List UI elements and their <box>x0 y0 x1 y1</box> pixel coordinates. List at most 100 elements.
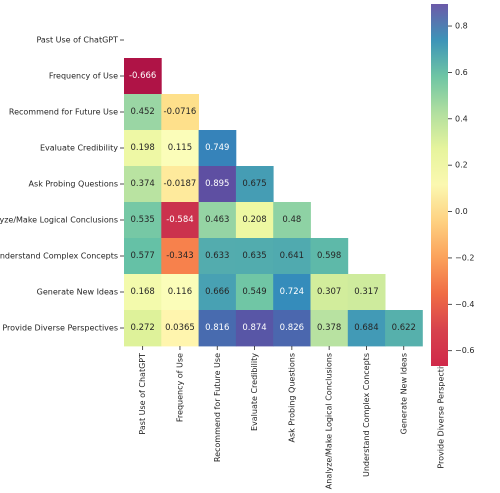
heatmap-cell <box>310 238 349 275</box>
heatmap-cell <box>310 274 349 311</box>
column-label: Generate New Ideas <box>399 353 408 434</box>
column-labels: Past Use of ChatGPT Frequency of Use Recom… <box>138 346 446 489</box>
column-label: Ask Probing Questions <box>287 353 296 442</box>
cell-value-label: 0.208 <box>242 215 266 225</box>
cell-value-label: -0.0187 <box>164 179 197 189</box>
heatmap-cell <box>235 310 274 347</box>
heatmap-cell <box>310 310 349 347</box>
heatmap-cell <box>385 310 423 347</box>
row-label: Analyze/Make Logical Conclusions <box>0 216 118 225</box>
colorbar-tick-label: 0.6 <box>455 68 468 77</box>
colorbar-tick-label: −0.4 <box>455 300 474 309</box>
heatmap-cell <box>124 58 162 95</box>
cell-value-label: 0.535 <box>130 215 154 225</box>
colorbar-tick-label: 0.4 <box>455 114 468 123</box>
cell-value-label: 0.272 <box>130 323 154 333</box>
cell-value-label: 0.598 <box>317 251 341 261</box>
row-label: Understand Complex Concepts <box>0 252 118 261</box>
cell-value-label: 0.749 <box>205 143 229 153</box>
cell-value-label: 0.116 <box>168 287 192 297</box>
colorbar-tick-label: 0.2 <box>455 161 468 170</box>
cell-value-label: 0.633 <box>205 251 229 261</box>
heatmap-cell <box>124 202 162 239</box>
cell-value-label: 0.307 <box>317 287 341 297</box>
column-label: Evaluate Credibility <box>250 353 259 431</box>
heatmap-cell <box>124 130 162 167</box>
row-label: Frequency of Use <box>49 72 118 81</box>
cell-value-label: 0.378 <box>317 323 341 333</box>
heatmap-cell <box>273 310 311 347</box>
heatmap-cell <box>124 310 162 347</box>
column-label: Understand Complex Concepts <box>362 353 371 477</box>
colorbar-tick-label: −0.2 <box>455 253 474 262</box>
heatmap-cell <box>273 274 311 311</box>
cell-value-label: -0.584 <box>166 215 193 225</box>
column-label: Analyze/Make Logical Conclusions <box>325 353 334 489</box>
heatmap-cell <box>235 166 274 203</box>
column-label: Provide Diverse Perspectives <box>437 353 446 469</box>
cell-value-label: 0.198 <box>130 143 154 153</box>
heatmap-cell <box>347 274 386 311</box>
colorbar-tick-label: −0.6 <box>455 346 474 355</box>
heatmap-cell <box>198 310 237 347</box>
heatmap-cell <box>235 274 274 311</box>
row-label: Past Use of ChatGPT <box>36 36 118 45</box>
cell-value-label: -0.343 <box>166 251 193 261</box>
row-labels: Past Use of ChatGPT Frequency of Use Recom… <box>0 36 124 333</box>
heatmap-cell <box>198 130 237 167</box>
cell-value-label: 0.317 <box>354 287 378 297</box>
colorbar: 0.8 0.6 0.4 0.2 0.0 −0.2 −0.4 −0.6 <box>431 4 474 366</box>
heatmap-cell <box>161 238 199 275</box>
cell-value-label: 0.675 <box>242 179 266 189</box>
cell-value-label: 0.622 <box>392 323 416 333</box>
cell-value-label: 0.635 <box>242 251 266 261</box>
heatmap-cell <box>124 274 162 311</box>
heatmap-cell <box>235 238 274 275</box>
column-label: Recommend for Future Use <box>213 353 222 462</box>
row-label: Ask Probing Questions <box>29 180 118 189</box>
heatmap-cell <box>161 310 199 347</box>
cell-value-label: 0.0365 <box>165 323 195 333</box>
heatmap-cells: -0.666 0.452 -0.0716 0.198 0.115 0.749 0.374 -0… <box>124 58 423 347</box>
heatmap-cell <box>235 202 274 239</box>
heatmap-cell <box>124 166 162 203</box>
row-label: Evaluate Credibility <box>40 144 118 153</box>
cell-value-label: 0.826 <box>280 323 304 333</box>
heatmap-cell <box>161 274 199 311</box>
cell-value-label: 0.463 <box>205 215 229 225</box>
cell-value-label: 0.115 <box>168 143 192 153</box>
cell-value-label: 0.684 <box>354 323 378 333</box>
heatmap-cell <box>161 202 199 239</box>
heatmap-cell <box>124 238 162 275</box>
cell-value-label: -0.0716 <box>164 107 197 117</box>
heatmap-cell <box>198 202 237 239</box>
row-label: Generate New Ideas <box>37 288 118 297</box>
colorbar-gradient <box>431 4 448 366</box>
row-label: Provide Diverse Perspectives <box>2 324 118 333</box>
heatmap-cell <box>273 238 311 275</box>
heatmap-cell <box>198 166 237 203</box>
cell-value-label: 0.168 <box>130 287 154 297</box>
cell-value-label: 0.874 <box>242 323 266 333</box>
cell-value-label: 0.48 <box>282 215 301 225</box>
cell-value-label: 0.374 <box>130 179 154 189</box>
column-label: Frequency of Use <box>175 353 184 422</box>
cell-value-label: 0.724 <box>280 287 304 297</box>
cell-value-label: 0.577 <box>130 251 154 261</box>
heatmap-cell <box>198 274 237 311</box>
cell-value-label: 0.666 <box>205 287 229 297</box>
row-label: Recommend for Future Use <box>9 108 118 117</box>
heatmap-cell <box>347 310 386 347</box>
heatmap-cell <box>161 94 199 131</box>
heatmap-cell <box>124 94 162 131</box>
column-label: Past Use of ChatGPT <box>138 353 147 435</box>
heatmap-cell <box>161 166 199 203</box>
cell-value-label: 0.641 <box>280 251 304 261</box>
cell-value-label: 0.816 <box>205 323 229 333</box>
colorbar-tick-label: 0.8 <box>455 22 468 31</box>
heatmap-cell <box>273 202 311 239</box>
heatmap-cell <box>198 238 237 275</box>
cell-value-label: 0.452 <box>130 107 154 117</box>
cell-value-label: 0.895 <box>205 179 229 189</box>
